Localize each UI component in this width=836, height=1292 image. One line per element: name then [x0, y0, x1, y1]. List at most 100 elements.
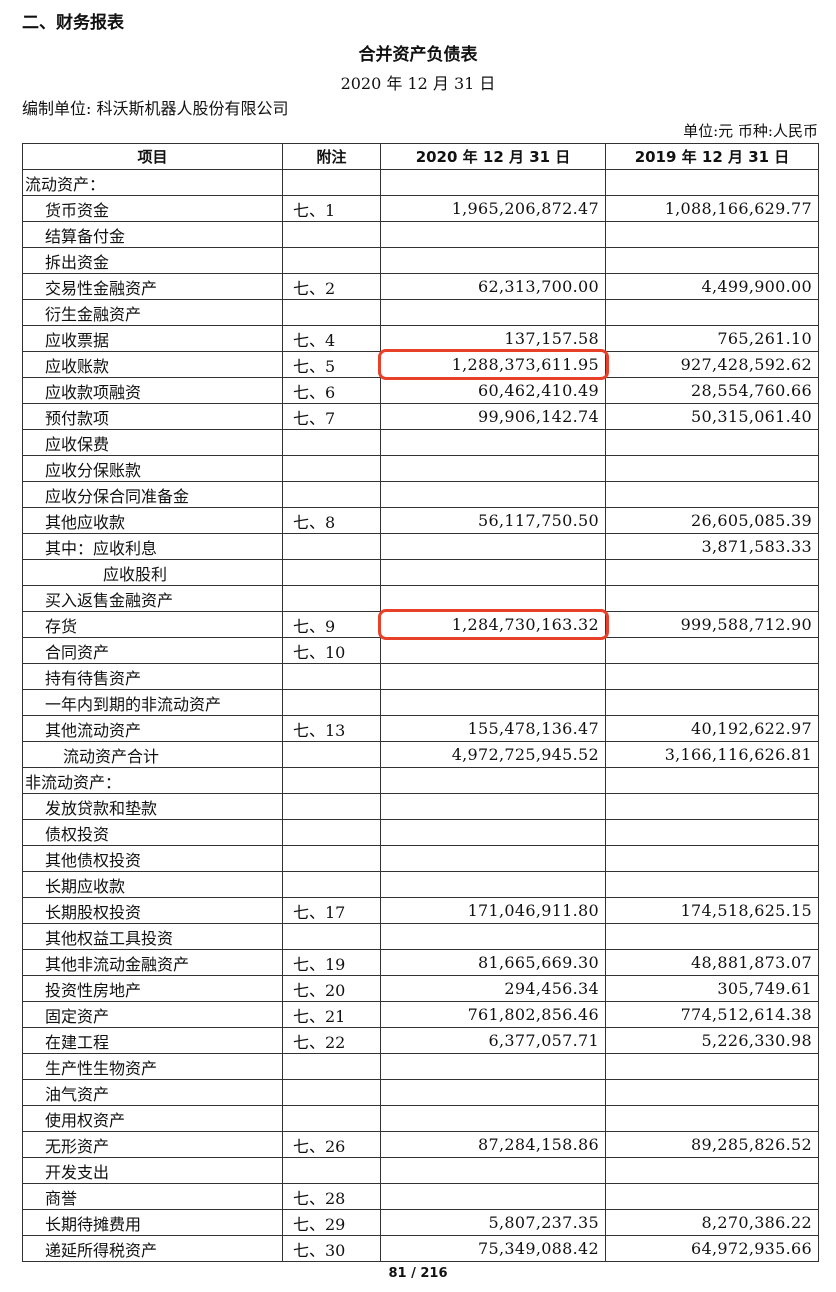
note-cell — [282, 247, 381, 274]
item-cell-text: 其他债权投资 — [45, 850, 142, 870]
value-2020-cell — [380, 637, 606, 664]
item-cell: 流动资产合计 — [22, 741, 283, 768]
item-cell: 合同资产 — [22, 637, 283, 664]
value-2019-cell — [605, 1053, 819, 1080]
note-cell: 七、8 — [282, 507, 381, 534]
value-2019-cell — [605, 1183, 819, 1210]
item-cell: 流动资产： — [22, 169, 283, 196]
table-row: 流动资产合计 4,972,725,945.52 3,166,116,626.81 — [22, 741, 819, 768]
value-2019-cell: 26,605,085.39 — [605, 507, 819, 534]
value-2020-cell: 155,478,136.47 — [380, 715, 606, 742]
value-2019-cell — [605, 455, 819, 482]
item-cell-text: 使用权资产 — [45, 1110, 126, 1130]
value-2019-cell: 4,499,900.00 — [605, 273, 819, 300]
value-2020-cell — [380, 221, 606, 248]
value-2020-cell: 4,972,725,945.52 — [380, 741, 606, 768]
item-cell: 应收股利 — [22, 559, 283, 586]
item-cell-text: 一年内到期的非流动资产 — [45, 694, 222, 714]
table-row: 油气资产 — [22, 1079, 819, 1106]
item-cell-text: 流动资产合计 — [63, 746, 160, 766]
item-cell: 衍生金融资产 — [22, 299, 283, 326]
table-row: 发放贷款和垫款 — [22, 793, 819, 820]
item-cell-text: 其他应收款 — [45, 512, 126, 532]
item-cell: 应收票据 — [22, 325, 283, 352]
value-2020-cell: 75,349,088.42 — [380, 1235, 606, 1262]
page-number: 81 / 216 — [388, 1266, 448, 1281]
note-cell — [282, 455, 381, 482]
table-row: 无形资产 七、26 87,284,158.86 89,285,826.52 — [22, 1131, 819, 1158]
item-cell-text: 衍生金融资产 — [45, 304, 142, 324]
table-row: 在建工程 七、22 6,377,057.71 5,226,330.98 — [22, 1027, 819, 1054]
note-cell — [282, 923, 381, 950]
value-2019-cell — [605, 689, 819, 716]
item-cell: 买入返售金融资产 — [22, 585, 283, 612]
item-cell: 货币资金 — [22, 195, 283, 222]
item-cell: 应收分保合同准备金 — [22, 481, 283, 508]
item-cell-text: 其他流动资产 — [45, 720, 142, 740]
value-2020-cell — [380, 663, 606, 690]
value-2019-cell-text: 26,605,085.39 — [691, 511, 812, 530]
item-cell-text: 递延所得税资产 — [45, 1240, 158, 1260]
note-cell: 七、10 — [282, 637, 381, 664]
item-cell-text: 存货 — [45, 616, 78, 636]
report-date: 2020 年 12 月 31 日 — [340, 74, 496, 93]
item-cell: 应收分保账款 — [22, 455, 283, 482]
note-cell-text: 七、13 — [293, 720, 346, 740]
item-cell-text: 应收保费 — [45, 434, 110, 454]
value-2020-cell: 62,313,700.00 — [380, 273, 606, 300]
item-cell: 长期应收款 — [22, 871, 283, 898]
item-cell: 无形资产 — [22, 1131, 283, 1158]
value-2020-cell: 6,377,057.71 — [380, 1027, 606, 1054]
note-cell: 七、7 — [282, 403, 381, 430]
table-row: 其他非流动金融资产 七、19 81,665,669.30 48,881,873.07 — [22, 949, 819, 976]
table-row: 非流动资产： — [22, 767, 819, 794]
note-cell — [282, 1157, 381, 1184]
item-cell-text: 其中：应收利息 — [45, 538, 158, 558]
note-cell: 七、4 — [282, 325, 381, 352]
table-row: 其他流动资产 七、13 155,478,136.47 40,192,622.97 — [22, 715, 819, 742]
note-cell-text: 七、9 — [293, 616, 336, 636]
value-2019-cell — [605, 871, 819, 898]
note-cell — [282, 1105, 381, 1132]
value-2019-cell: 64,972,935.66 — [605, 1235, 819, 1262]
note-cell-text: 七、5 — [293, 356, 336, 376]
value-2020-cell: 99,906,142.74 — [380, 403, 606, 430]
item-cell: 长期股权投资 — [22, 897, 283, 924]
note-cell-text: 七、19 — [293, 954, 346, 974]
item-cell: 交易性金融资产 — [22, 273, 283, 300]
item-cell: 投资性房地产 — [22, 975, 283, 1002]
note-cell: 七、22 — [282, 1027, 381, 1054]
value-2020-cell: 1,284,730,163.32 — [378, 609, 609, 640]
value-2019-cell — [605, 1157, 819, 1184]
table-row: 长期应收款 — [22, 871, 819, 898]
value-2019-cell: 765,261.10 — [605, 325, 819, 352]
value-2019-cell-text: 48,881,873.07 — [691, 953, 812, 972]
value-2020-cell: 81,665,669.30 — [380, 949, 606, 976]
item-cell: 结算备付金 — [22, 221, 283, 248]
value-2020-cell — [380, 871, 606, 898]
item-cell-text: 债权投资 — [45, 824, 110, 844]
value-2020-cell — [380, 247, 606, 274]
table-row: 长期待摊费用 七、29 5,807,237.35 8,270,386.22 — [22, 1209, 819, 1236]
table-row: 投资性房地产 七、20 294,456.34 305,749.61 — [22, 975, 819, 1002]
value-2020-cell-text: 5,807,237.35 — [488, 1213, 599, 1232]
value-2019-cell-text: 1,088,166,629.77 — [664, 199, 812, 218]
item-cell: 存货 — [22, 611, 283, 638]
item-cell-text: 无形资产 — [45, 1136, 110, 1156]
value-2019-cell — [605, 169, 819, 196]
value-2019-cell — [605, 845, 819, 872]
value-2019-cell-text: 64,972,935.66 — [691, 1239, 812, 1258]
item-cell-text: 应收分保合同准备金 — [45, 486, 190, 506]
report-title: 合并资产负债表 — [358, 45, 478, 65]
item-cell-text: 长期股权投资 — [45, 902, 142, 922]
note-cell-text: 七、30 — [293, 1240, 346, 1260]
item-cell-text: 货币资金 — [45, 200, 110, 220]
balance-sheet-table: 项目 附注 2020 年 12 月 31 日 2019 年 12 月 31 日 … — [22, 143, 819, 1262]
item-cell: 递延所得税资产 — [22, 1235, 283, 1262]
value-2020-cell: 56,117,750.50 — [380, 507, 606, 534]
item-cell-text: 投资性房地产 — [45, 980, 142, 1000]
value-2019-cell: 174,518,625.15 — [605, 897, 819, 924]
value-2019-cell — [605, 793, 819, 820]
item-cell-text: 非流动资产： — [25, 772, 122, 792]
item-cell-text: 持有待售资产 — [45, 668, 142, 688]
